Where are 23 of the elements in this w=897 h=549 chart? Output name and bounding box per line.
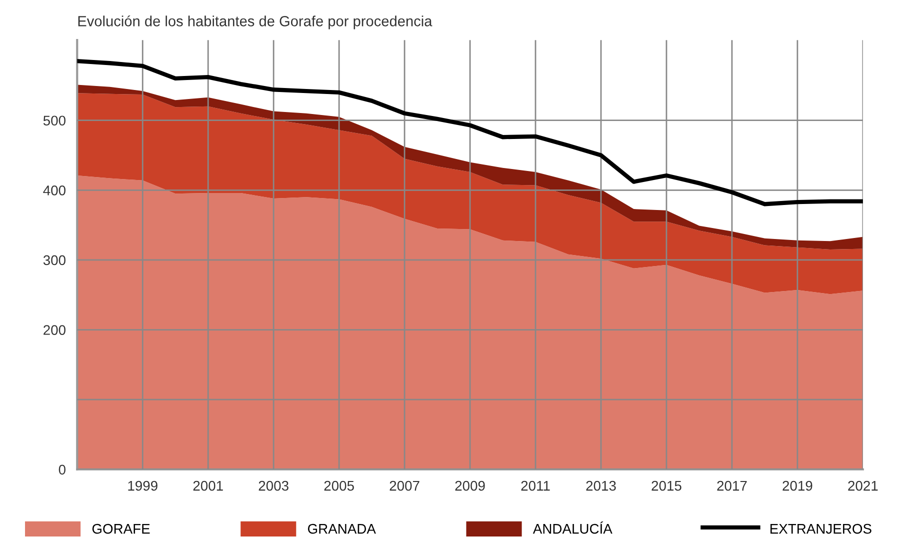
- x-tick-label: 2011: [521, 480, 550, 491]
- legend-label: GRANADA: [308, 524, 376, 534]
- y-tick-label: 0: [58, 464, 66, 475]
- legend-label: GORAFE: [92, 524, 150, 534]
- y-tick-label: 300: [43, 255, 66, 266]
- x-tick-label: 2013: [586, 480, 616, 491]
- x-tick-label: 2007: [390, 480, 420, 491]
- y-tick-label: 500: [43, 116, 66, 126]
- x-tick-label: 1999: [128, 480, 158, 491]
- line-series: [77, 58, 863, 206]
- x-tick-label: 2005: [324, 480, 354, 491]
- legend-label: EXTRANJEROS: [770, 524, 872, 534]
- x-tick-label: 2021: [848, 480, 878, 491]
- x-tick-label: 2017: [717, 480, 747, 491]
- x-tick-label: 2009: [455, 480, 485, 491]
- y-tick-label: 400: [43, 186, 66, 196]
- x-tick-label: 2003: [258, 480, 288, 491]
- chart-title: Evolución de los habitantes de Gorafe por procedencia: [78, 15, 432, 30]
- legend-label: ANDALUCÍA: [532, 522, 612, 534]
- x-tick-label: 2015: [652, 480, 682, 491]
- x-tick-label: 2001: [193, 480, 223, 491]
- y-tick-label: 200: [44, 325, 66, 335]
- x-tick-label: 2019: [782, 480, 812, 491]
